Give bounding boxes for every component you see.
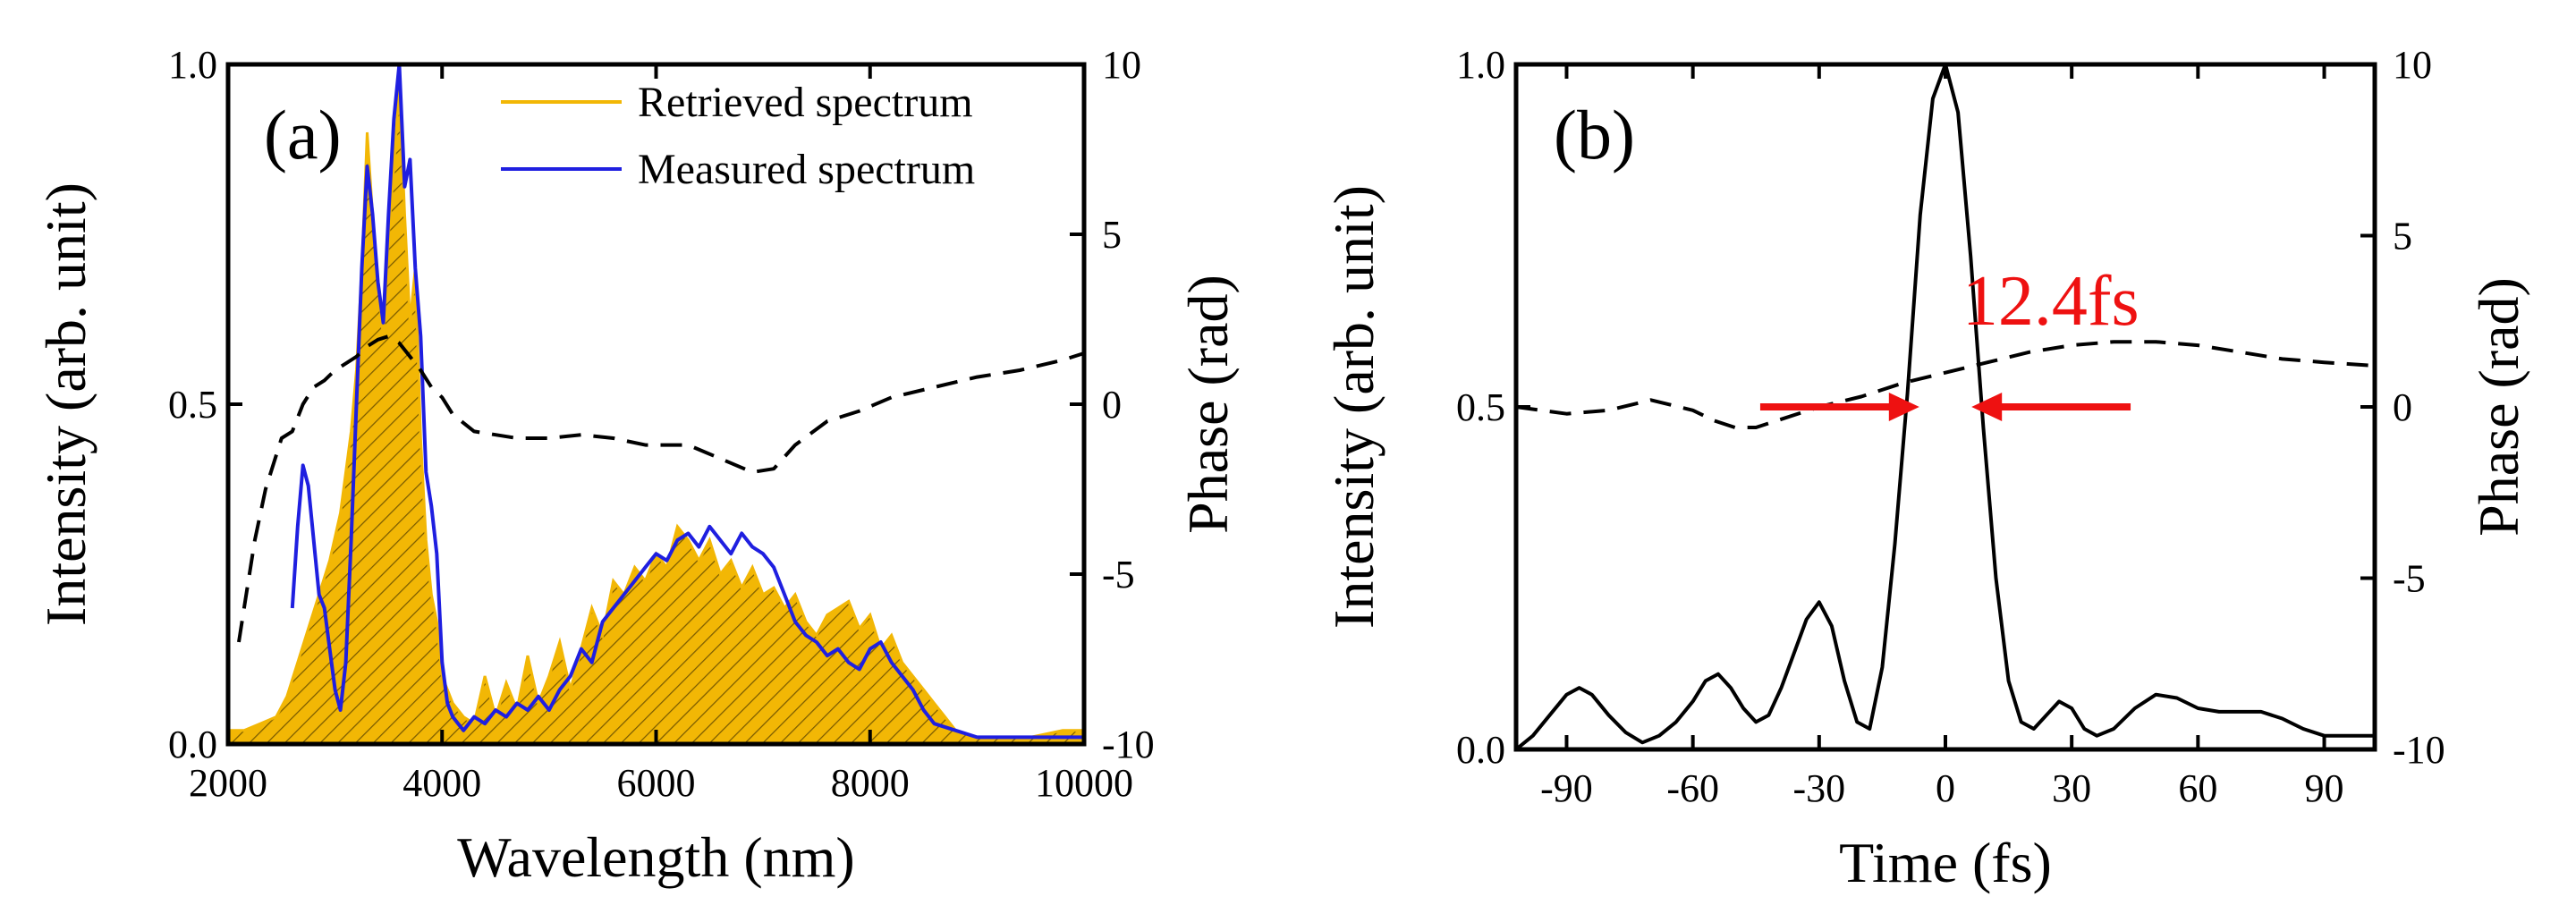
series-retrieved-spectrum-area: [228, 84, 1084, 745]
y2-tick-label: 5: [1102, 213, 1122, 257]
y2-tick-label: -5: [2393, 557, 2426, 601]
fwhm-arrowhead-right: [1971, 393, 2003, 421]
series-intensity-line: [1514, 63, 2375, 751]
legend-label: Measured spectrum: [638, 146, 975, 193]
x-axis-label: Wavelength (nm): [457, 825, 854, 889]
y-tick-label: 1.0: [168, 43, 217, 87]
plot-frame: [1513, 62, 2377, 752]
y2-tick-label: 10: [1102, 43, 1141, 87]
x-tick-label: 30: [2052, 766, 2091, 810]
y2-axis-label: Phase (rad): [1176, 275, 1240, 534]
y2-tick-label: 10: [2393, 43, 2432, 87]
panel-b-chart: -90 -60 -30 0 30 60 90 0.0 0.5 1.0 -10 -5 0 5 10 Time (…: [1322, 43, 2530, 894]
x-tick-label: 4000: [402, 761, 481, 805]
x-tick-label: -30: [1792, 766, 1845, 810]
x-tick-label: 60: [2178, 766, 2217, 810]
panel-a-chart: 2000 4000 6000 8000 10000 0.0 0.5 1.0 -10 -5 0 5 10 W…: [34, 43, 1240, 889]
series-measured-spectrum-line: [290, 63, 1084, 740]
y2-tick-label: 5: [2393, 215, 2412, 258]
y-tick-label: 0.5: [168, 383, 217, 427]
series-retrieved-spectrum-line: [228, 84, 1084, 739]
panel-label: (b): [1554, 96, 1635, 173]
y2-axis-label: Phase (rad): [2467, 277, 2530, 537]
x-tick-label: 8000: [831, 761, 910, 805]
y-tick-label: 0.0: [168, 723, 217, 766]
x-tick-label: 2000: [189, 761, 267, 805]
fwhm-annotation: 12.4fs: [1962, 262, 2140, 341]
y-tick-label: 0.0: [1456, 728, 1505, 772]
y-tick-label: 1.0: [1456, 43, 1505, 87]
y-tick-label: 0.5: [1456, 385, 1505, 429]
y-axis-label: Intensity (arb. unit): [34, 182, 97, 626]
panel-label: (a): [264, 96, 342, 173]
x-tick-label: 90: [2305, 766, 2344, 810]
y2-tick-label: -10: [1102, 723, 1155, 766]
y2-tick-label: -5: [1102, 553, 1135, 596]
y-axis-label: Intensity (arb. unit): [1322, 185, 1385, 629]
x-tick-label: -90: [1540, 766, 1593, 810]
x-tick-label: 10000: [1035, 761, 1133, 805]
legend-label: Retrieved spectrum: [638, 79, 973, 126]
fwhm-arrowhead-left: [1888, 393, 1919, 421]
y2-tick-label: 0: [2393, 385, 2412, 429]
x-tick-label: 6000: [617, 761, 696, 805]
y2-tick-label: -10: [2393, 728, 2445, 772]
series-phase-line: [1515, 340, 2376, 429]
x-tick-label: 0: [1936, 766, 1955, 810]
y2-tick-label: 0: [1102, 383, 1122, 427]
x-axis-label: Time (fs): [1839, 831, 2052, 894]
x-tick-label: -60: [1666, 766, 1719, 810]
